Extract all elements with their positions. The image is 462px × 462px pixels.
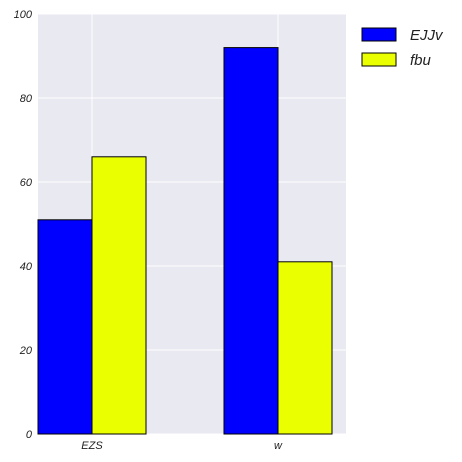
bar-EJJv-w — [223, 47, 279, 435]
y-tick-label-80: 80 — [20, 93, 33, 105]
x-tick-label-EZS: EZS — [81, 440, 103, 452]
bar-EJJv-EZS — [37, 219, 93, 435]
x-axis-ticks: EZS w — [81, 440, 283, 452]
y-tick-label-40: 40 — [20, 261, 33, 273]
y-tick-label-20: 20 — [19, 345, 33, 357]
legend-swatch-EJJv — [361, 27, 397, 42]
bars — [37, 47, 333, 435]
bar-fbu-EZS — [91, 156, 147, 435]
legend: EJJv fbu — [361, 27, 444, 69]
x-tick-label-w: w — [274, 440, 283, 452]
legend-swatch-fbu — [361, 52, 397, 67]
y-tick-label-0: 0 — [26, 429, 33, 441]
legend-label-EJJv: EJJv — [410, 27, 444, 44]
y-tick-label-60: 60 — [20, 177, 33, 189]
legend-label-fbu: fbu — [410, 52, 432, 69]
y-tick-label-100: 100 — [14, 9, 33, 21]
bar-fbu-w — [277, 261, 333, 435]
y-axis-ticks: 0 20 40 60 80 100 — [14, 9, 33, 441]
